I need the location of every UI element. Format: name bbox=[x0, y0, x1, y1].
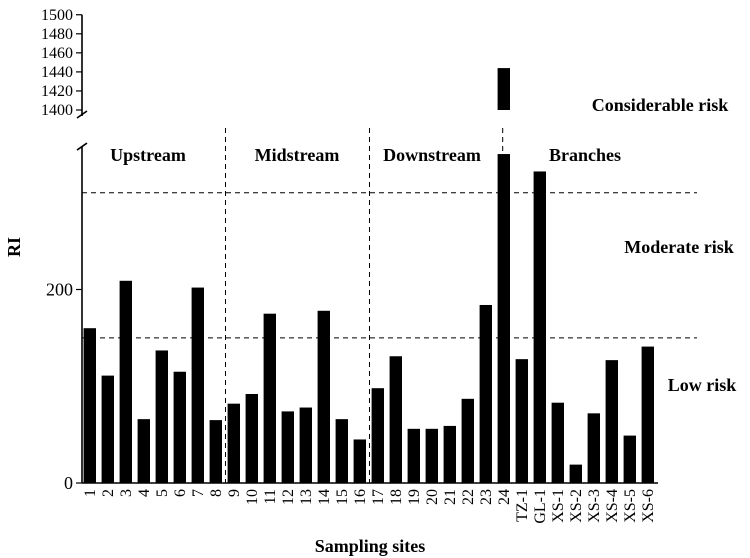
x-tick-label-gl-1: GL-1 bbox=[532, 489, 549, 524]
y-tick-label-1500: 1500 bbox=[41, 7, 73, 24]
y-tick-label-1400: 1400 bbox=[41, 102, 73, 119]
x-tick-label-21: 21 bbox=[442, 489, 459, 505]
bar-24-upper bbox=[497, 68, 510, 110]
bar-xs-4 bbox=[605, 360, 618, 483]
bar-20 bbox=[425, 428, 438, 483]
x-tick-label-23: 23 bbox=[478, 489, 495, 505]
x-tick-label-11: 11 bbox=[262, 489, 279, 504]
y-tick-label-200: 200 bbox=[46, 280, 73, 300]
x-tick-label-19: 19 bbox=[406, 489, 423, 505]
x-tick-label-xs-5: XS-5 bbox=[622, 489, 639, 523]
x-tick-label-tz-1: TZ-1 bbox=[514, 489, 531, 522]
x-tick-label-12: 12 bbox=[280, 489, 297, 505]
bar-24-lower bbox=[497, 154, 510, 484]
x-tick-label-xs-3: XS-3 bbox=[586, 489, 603, 523]
x-tick-label-22: 22 bbox=[460, 489, 477, 505]
x-tick-label-xs-1: XS-1 bbox=[550, 489, 567, 523]
y-tick-label-1420: 1420 bbox=[41, 83, 73, 100]
bar-24 bbox=[497, 68, 510, 484]
y-tick-label-1460: 1460 bbox=[41, 45, 73, 62]
x-tick-label-4: 4 bbox=[136, 489, 153, 497]
x-tick-label-9: 9 bbox=[226, 489, 243, 497]
bar-1 bbox=[83, 328, 96, 483]
x-tick-label-15: 15 bbox=[334, 489, 351, 505]
bar-3 bbox=[119, 280, 132, 483]
region-label-downstream: Downstream bbox=[383, 145, 481, 165]
bar-11 bbox=[263, 313, 276, 483]
bar-8 bbox=[209, 420, 222, 483]
y-tick-label-1480: 1480 bbox=[41, 26, 73, 43]
region-label-midstream: Midstream bbox=[255, 145, 340, 165]
bar-9 bbox=[227, 403, 240, 483]
x-tick-label-xs-2: XS-2 bbox=[568, 489, 585, 523]
x-tick-label-7: 7 bbox=[190, 489, 207, 497]
x-tick-label-1: 1 bbox=[82, 489, 99, 497]
y-tick-label-1440: 1440 bbox=[41, 64, 73, 81]
bar-tz-1 bbox=[515, 359, 528, 483]
x-axis-title: Sampling sites bbox=[315, 536, 426, 556]
bar-23 bbox=[479, 304, 492, 483]
bar-16 bbox=[353, 439, 366, 483]
x-tick-label-20: 20 bbox=[424, 489, 441, 505]
x-tick-label-10: 10 bbox=[244, 489, 261, 505]
y-axis-title: RI bbox=[4, 237, 24, 257]
dashed-lines bbox=[82, 128, 697, 483]
x-tick-label-18: 18 bbox=[388, 489, 405, 505]
region-label-branches: Branches bbox=[549, 145, 621, 165]
risk-label-moderate-risk: Moderate risk bbox=[624, 237, 733, 257]
bar-7 bbox=[191, 287, 204, 483]
region-label-upstream: Upstream bbox=[110, 145, 186, 165]
x-tick-label-13: 13 bbox=[298, 489, 315, 505]
bar-21 bbox=[443, 425, 456, 483]
x-tick-label-3: 3 bbox=[118, 489, 135, 497]
x-tick-label-2: 2 bbox=[100, 489, 117, 497]
x-tick-label-xs-6: XS-6 bbox=[640, 489, 657, 523]
bar-6 bbox=[173, 371, 186, 483]
bar-13 bbox=[299, 407, 312, 483]
y-tick-label-0: 0 bbox=[64, 473, 73, 493]
bar-xs-2 bbox=[569, 464, 582, 483]
bar-xs-5 bbox=[623, 435, 636, 483]
bar-5 bbox=[155, 350, 168, 483]
bar-gl-1 bbox=[533, 171, 546, 483]
x-tick-label-24: 24 bbox=[496, 489, 513, 505]
bar-xs-6 bbox=[641, 346, 654, 483]
bar-2 bbox=[101, 375, 114, 483]
bar-10 bbox=[245, 393, 258, 483]
bar-18 bbox=[389, 356, 402, 483]
x-tick-label-16: 16 bbox=[352, 489, 369, 505]
x-tick-label-5: 5 bbox=[154, 489, 171, 497]
bar-15 bbox=[335, 419, 348, 483]
bar-4 bbox=[137, 419, 150, 483]
bar-19 bbox=[407, 428, 420, 483]
bar-12 bbox=[281, 411, 294, 483]
bar-22 bbox=[461, 398, 474, 483]
bar-xs-3 bbox=[587, 413, 600, 483]
x-tick-label-xs-4: XS-4 bbox=[604, 489, 621, 523]
bars bbox=[83, 68, 654, 484]
risk-label-considerable-risk: Considerable risk bbox=[592, 95, 729, 115]
x-tick-label-17: 17 bbox=[370, 489, 387, 505]
bar-17 bbox=[371, 388, 384, 483]
bar-14 bbox=[317, 310, 330, 483]
axes bbox=[76, 14, 658, 484]
x-tick-label-8: 8 bbox=[208, 489, 225, 497]
x-tick-label-6: 6 bbox=[172, 489, 189, 497]
risk-label-low-risk: Low risk bbox=[668, 375, 737, 395]
bar-xs-1 bbox=[551, 402, 564, 483]
axis-break-mark bbox=[76, 110, 88, 151]
x-tick-label-14: 14 bbox=[316, 489, 333, 505]
